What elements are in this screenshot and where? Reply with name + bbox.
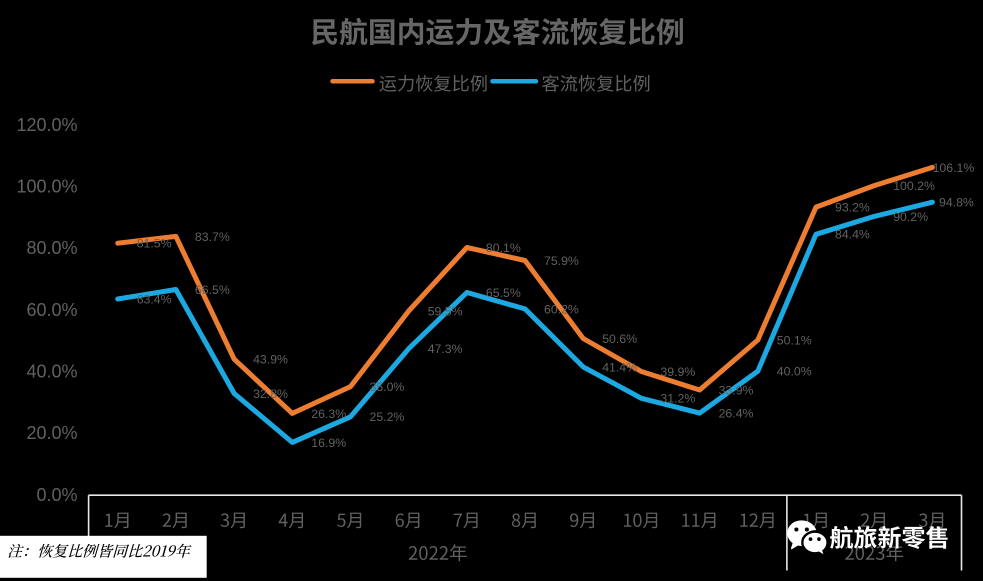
svg-text:60.2%: 60.2% xyxy=(544,302,579,316)
svg-text:65.5%: 65.5% xyxy=(486,286,521,300)
svg-text:100.2%: 100.2% xyxy=(893,179,935,193)
svg-text:80.0%: 80.0% xyxy=(26,238,77,258)
svg-text:26.3%: 26.3% xyxy=(311,407,346,421)
svg-text:0.0%: 0.0% xyxy=(36,485,77,505)
svg-text:32.8%: 32.8% xyxy=(253,387,288,401)
svg-text:120.0%: 120.0% xyxy=(16,115,77,135)
svg-text:40.0%: 40.0% xyxy=(777,365,812,379)
svg-text:40.0%: 40.0% xyxy=(26,362,77,382)
svg-text:59.5%: 59.5% xyxy=(428,304,463,318)
svg-text:83.7%: 83.7% xyxy=(195,230,230,244)
svg-text:43.9%: 43.9% xyxy=(253,353,288,367)
svg-text:60.0%: 60.0% xyxy=(26,300,77,320)
svg-text:84.4%: 84.4% xyxy=(835,228,870,242)
svg-text:35.0%: 35.0% xyxy=(370,380,405,394)
svg-text:90.2%: 90.2% xyxy=(893,210,928,224)
svg-text:63.4%: 63.4% xyxy=(137,292,172,306)
svg-text:39.9%: 39.9% xyxy=(660,365,695,379)
svg-text:106.1%: 106.1% xyxy=(933,161,975,175)
svg-text:25.2%: 25.2% xyxy=(370,410,405,424)
svg-text:31.2%: 31.2% xyxy=(660,392,695,406)
svg-text:41.4%: 41.4% xyxy=(602,360,637,374)
svg-text:33.9%: 33.9% xyxy=(719,383,754,397)
svg-text:50.6%: 50.6% xyxy=(602,332,637,346)
svg-text:50.1%: 50.1% xyxy=(777,333,812,347)
svg-text:81.5%: 81.5% xyxy=(137,237,172,251)
svg-text:75.9%: 75.9% xyxy=(544,254,579,268)
svg-text:47.3%: 47.3% xyxy=(428,342,463,356)
svg-text:80.1%: 80.1% xyxy=(486,241,521,255)
svg-text:93.2%: 93.2% xyxy=(835,201,870,215)
svg-text:16.9%: 16.9% xyxy=(311,436,346,450)
svg-text:20.0%: 20.0% xyxy=(26,423,77,443)
svg-text:100.0%: 100.0% xyxy=(16,177,77,197)
svg-text:94.8%: 94.8% xyxy=(939,196,974,210)
svg-text:26.4%: 26.4% xyxy=(719,407,754,421)
svg-text:66.5%: 66.5% xyxy=(195,283,230,297)
